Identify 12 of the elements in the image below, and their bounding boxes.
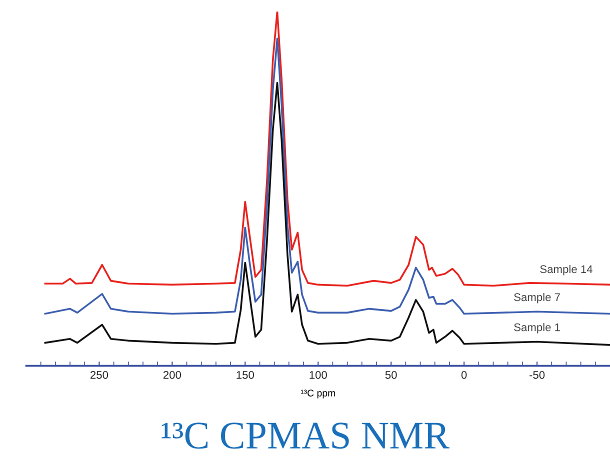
text: ¹³C CPMAS NMR [162,422,450,449]
x-tick-label: 150 [236,370,254,379]
x-tick-label: 250 [90,370,108,379]
x-axis-title: ¹³C ppm [300,390,336,398]
series-label: Sample 7 [514,292,560,304]
x-tick-label: 0 [461,370,467,379]
x-tick-label: 200 [163,370,182,379]
x-tick-label: 100 [310,370,327,379]
x-tick-label: 50 [385,370,397,379]
series-label: Sample 1 [514,323,560,334]
series-label: Sample 14 [540,264,592,276]
x-tick-label: -50 [529,370,545,379]
